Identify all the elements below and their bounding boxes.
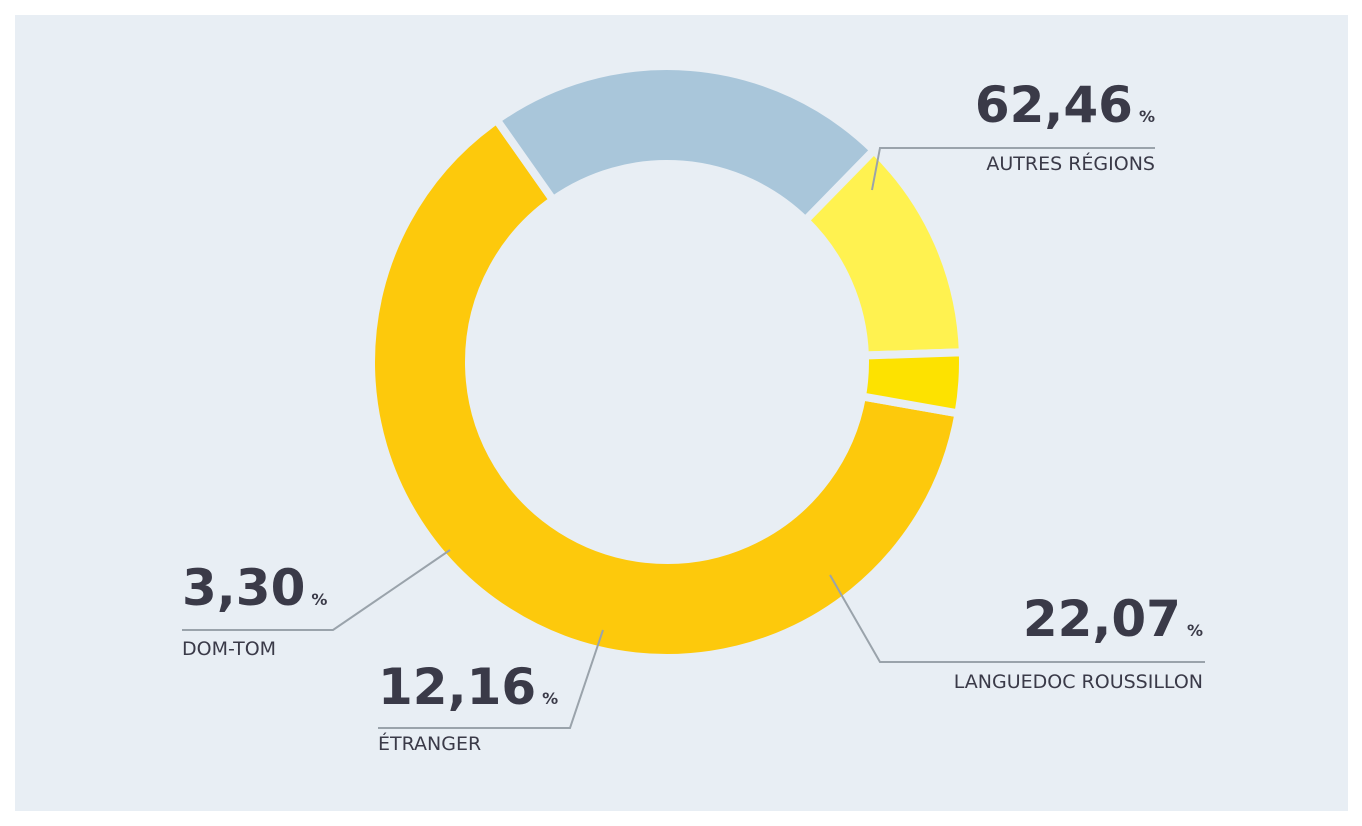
- leader-line: [871, 147, 1155, 191]
- value-label: 3,30%: [182, 559, 327, 617]
- value-unit: %: [1187, 621, 1203, 640]
- value-label: 22,07%: [1023, 590, 1203, 648]
- donut-slice: [491, 62, 880, 227]
- value-number: 3,30: [182, 559, 305, 617]
- value-number: 12,16: [378, 658, 536, 716]
- category-label: LANGUEDOC ROUSSILLON: [954, 671, 1203, 693]
- category-label: AUTRES RÉGIONS: [986, 152, 1155, 175]
- category-label: DOM-TOM: [182, 638, 276, 660]
- donut-slice: [367, 114, 964, 662]
- donut-slice: [857, 348, 967, 419]
- value-number: 22,07: [1023, 590, 1181, 648]
- value-label: 12,16%: [378, 658, 558, 716]
- category-label: ÉTRANGER: [378, 732, 481, 755]
- leader-line: [829, 574, 1205, 663]
- leader-line: [182, 549, 451, 631]
- value-unit: %: [1139, 107, 1155, 126]
- value-number: 62,46: [975, 76, 1133, 134]
- value-unit: %: [311, 590, 327, 609]
- value-unit: %: [542, 689, 558, 708]
- leader-line: [378, 629, 604, 729]
- value-label: 62,46%: [975, 76, 1155, 134]
